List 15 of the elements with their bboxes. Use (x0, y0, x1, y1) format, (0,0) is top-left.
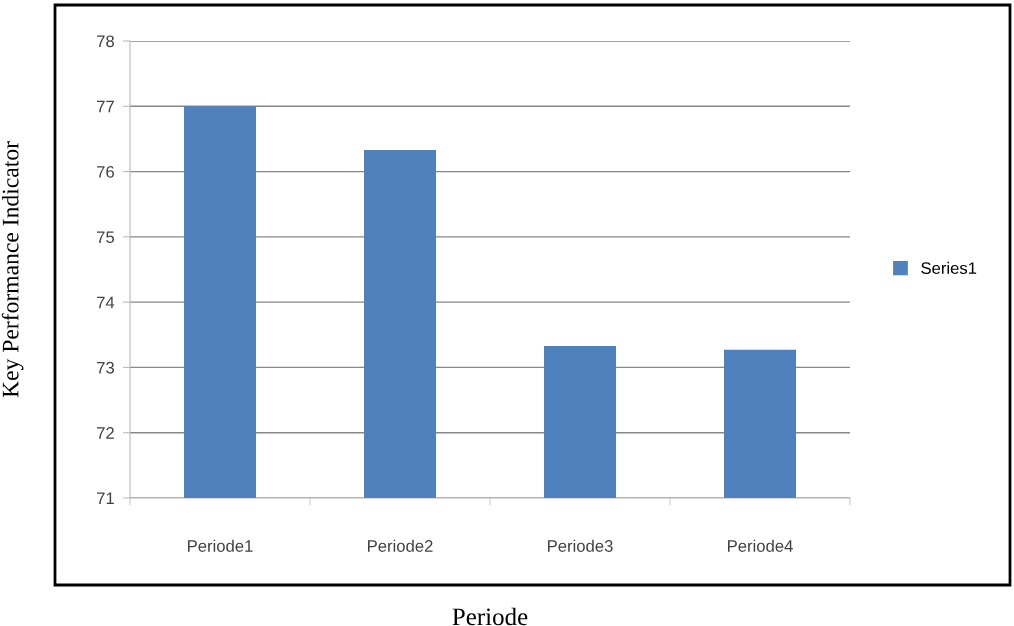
y-tick-label: 75 (97, 231, 115, 244)
y-axis-title: Key Performance Indicator (1, 141, 24, 398)
x-tick-label: Periode4 (728, 539, 793, 552)
legend-label: Series1 (921, 261, 977, 275)
y-tick-label: 73 (97, 361, 114, 374)
y-tick-label: 71 (97, 492, 114, 505)
x-tick-label: Periode2 (368, 539, 433, 552)
x-tick-label: Periode3 (548, 539, 613, 552)
y-tick-label: 78 (97, 35, 114, 48)
x-tick-label: Periode1 (188, 539, 253, 552)
y-tick-label: 72 (97, 427, 114, 439)
y-tick-label: 76 (97, 165, 114, 178)
x-axis-title: Periode (452, 607, 528, 626)
y-tick-label: 74 (97, 296, 115, 309)
y-tick-label: 77 (97, 100, 114, 113)
